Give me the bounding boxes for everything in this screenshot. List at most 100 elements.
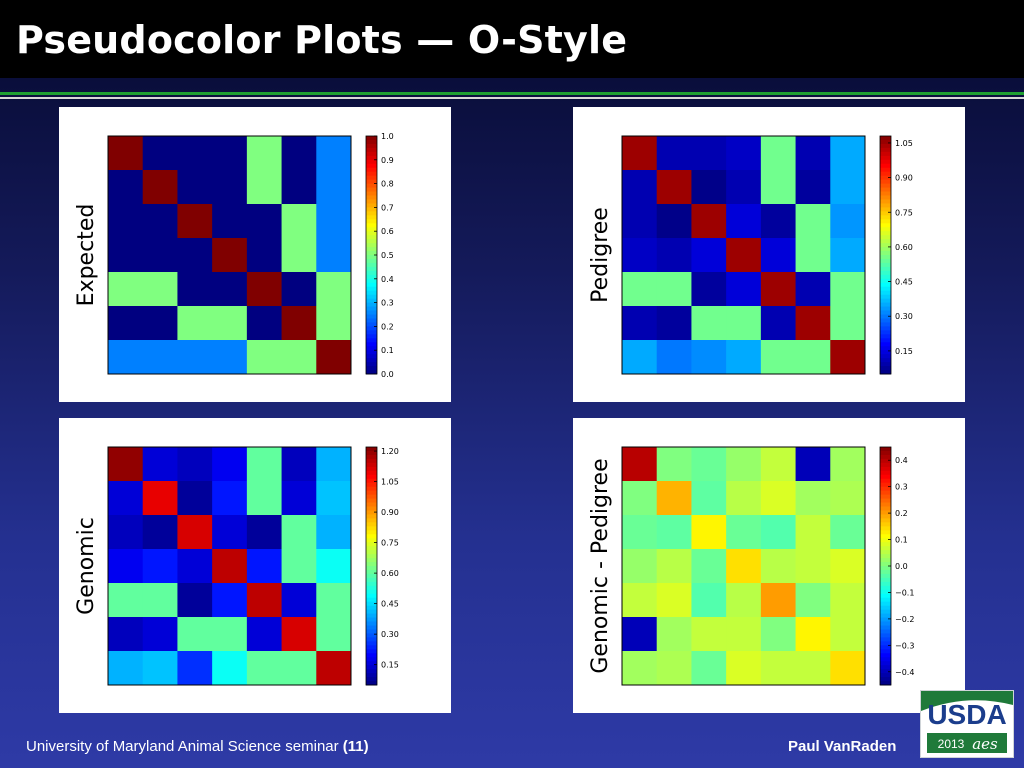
heatmap-cell-r4-c4 xyxy=(246,583,282,618)
heatmap-ylabel: Pedigree xyxy=(588,207,613,303)
heatmap-panel-genomic: Genomic 1.20 1.05 0.90 0.75 0.60 0.45 0.30 0.15 xyxy=(59,418,451,713)
colorbar-segment xyxy=(880,490,891,496)
heatmap-cell-r2-c5 xyxy=(281,515,317,550)
heatmap-cell-r0-c1 xyxy=(656,136,692,171)
colorbar-segment xyxy=(880,274,891,280)
colorbar-segment xyxy=(366,251,377,256)
colorbar-segment xyxy=(880,286,891,292)
heatmap-cell-r3-c6 xyxy=(830,238,866,273)
colorbar-segment xyxy=(880,641,891,646)
colorbar-tick-label: 0.30 xyxy=(895,312,913,321)
colorbar-segment xyxy=(880,239,891,244)
heatmap-cell-r3-c6 xyxy=(316,549,352,584)
heatmap-chart-expected: Expected 1.0 0.9 0.8 0.7 0.6 0.5 0.4 0.3 0.2 0.1 0.… xyxy=(74,132,394,379)
colorbar-segment xyxy=(880,330,891,335)
colorbar-segment xyxy=(880,171,891,177)
colorbar-segment xyxy=(880,358,891,363)
heatmap-cell-r5-c3 xyxy=(212,306,248,341)
colorbar-segment xyxy=(880,450,891,456)
colorbar-segment xyxy=(880,350,891,355)
colorbar-segment xyxy=(366,478,377,484)
heatmap-cell-r6-c2 xyxy=(177,340,213,375)
colorbar-segment xyxy=(880,494,891,500)
colorbar-tick-label: 0.15 xyxy=(895,347,913,356)
colorbar-tick-label: 0.90 xyxy=(381,508,399,517)
heatmap-cell-r3-c5 xyxy=(281,238,317,273)
colorbar-segment xyxy=(366,657,377,662)
colorbar-segment xyxy=(880,498,891,504)
colorbar-tick-label: 1.05 xyxy=(381,478,399,487)
heatmap-cell-r5-c2 xyxy=(177,617,213,652)
heatmap-chart-pedigree: Pedigree 1.05 0.90 0.75 0.60 0.45 0.30 0.15 xyxy=(588,135,913,375)
heatmap-cell-r4-c2 xyxy=(177,583,213,618)
colorbar-segment xyxy=(366,243,377,248)
colorbar-segment xyxy=(880,625,891,630)
heatmap-cell-r0-c5 xyxy=(281,136,317,171)
heatmap-cell-r6-c6 xyxy=(830,651,866,686)
heatmap-cell-r0-c4 xyxy=(246,136,282,171)
colorbar-segment xyxy=(880,609,891,615)
colorbar-segment xyxy=(366,247,377,252)
heatmap-cell-r0-c4 xyxy=(760,136,796,171)
heatmap-panel-expected: Expected 1.0 0.9 0.8 0.7 0.6 0.5 0.4 0.3 0.2 0.1 0.… xyxy=(59,107,451,402)
colorbar-segment xyxy=(366,147,377,153)
colorbar-segment xyxy=(366,577,377,583)
heatmap-cell-r6-c2 xyxy=(177,651,213,686)
heatmap-cell-r2-c2 xyxy=(691,515,727,550)
heatmap-cell-r5-c5 xyxy=(281,306,317,341)
footer-left: University of Maryland Animal Science se… xyxy=(26,738,369,755)
colorbar-segment xyxy=(880,266,891,272)
heatmap-cell-r5-c6 xyxy=(830,306,866,341)
heatmap-cell-r0-c5 xyxy=(795,447,831,482)
colorbar-segment xyxy=(366,462,377,468)
colorbar-segment xyxy=(880,526,891,531)
colorbar-segment xyxy=(366,653,377,658)
colorbar-tick-label: 0.2 xyxy=(381,322,394,331)
heatmap-cell-r1-c2 xyxy=(177,481,213,516)
colorbar-segment xyxy=(880,322,891,327)
heatmap-cell-r2-c2 xyxy=(691,204,727,239)
colorbar-segment xyxy=(366,538,377,543)
colorbar-segment xyxy=(366,231,377,236)
colorbar-segment xyxy=(880,258,891,264)
heatmap-ylabel: Expected xyxy=(74,204,99,307)
colorbar-segment xyxy=(366,235,377,240)
colorbar-segment xyxy=(366,677,377,682)
heatmap-cell-r4-c0 xyxy=(108,583,144,618)
heatmap-cell-r5-c0 xyxy=(622,306,658,341)
heatmap-cell-r2-c3 xyxy=(726,204,762,239)
heatmap-cell-r1-c2 xyxy=(691,481,727,516)
colorbar-segment xyxy=(880,562,891,567)
heatmap-cell-r5-c4 xyxy=(760,306,796,341)
colorbar-segment xyxy=(366,255,377,260)
colorbar-segment xyxy=(880,550,891,555)
heatmap-cell-r3-c0 xyxy=(108,549,144,584)
heatmap-cell-r6-c5 xyxy=(795,651,831,686)
colorbar-segment xyxy=(880,502,891,507)
colorbar-segment xyxy=(880,203,891,208)
colorbar-segment xyxy=(880,136,891,141)
heatmap-cell-r5-c5 xyxy=(795,306,831,341)
heatmap-frame xyxy=(621,446,866,686)
colorbar-segment xyxy=(366,290,377,296)
colorbar-segment xyxy=(880,362,891,367)
heatmap-cell-r4-c4 xyxy=(246,272,282,307)
colorbar-segment xyxy=(366,163,377,169)
colorbar-tick-label: 0.30 xyxy=(381,630,399,639)
heatmap-cell-r5-c3 xyxy=(212,617,248,652)
usda-aes-logo: USDA 2013 aes xyxy=(920,690,1014,758)
heatmap-cell-r3-c3 xyxy=(212,549,248,584)
heatmap-cell-r2-c0 xyxy=(622,515,658,550)
colorbar-segment xyxy=(366,589,377,595)
heatmap-cell-r1-c3 xyxy=(726,481,762,516)
heatmap-cell-r6-c1 xyxy=(656,340,692,375)
heatmap-cell-r1-c1 xyxy=(656,481,692,516)
heatmap-cell-r5-c2 xyxy=(177,306,213,341)
heatmap-cell-r2-c0 xyxy=(622,204,658,239)
colorbar-segment xyxy=(880,147,891,153)
heatmap-cell-r0-c2 xyxy=(177,447,213,482)
colorbar-segment xyxy=(880,530,891,535)
heatmap-cell-r3-c2 xyxy=(691,549,727,584)
heatmap-cell-r6-c1 xyxy=(142,651,178,686)
colorbar-segment xyxy=(880,235,891,240)
